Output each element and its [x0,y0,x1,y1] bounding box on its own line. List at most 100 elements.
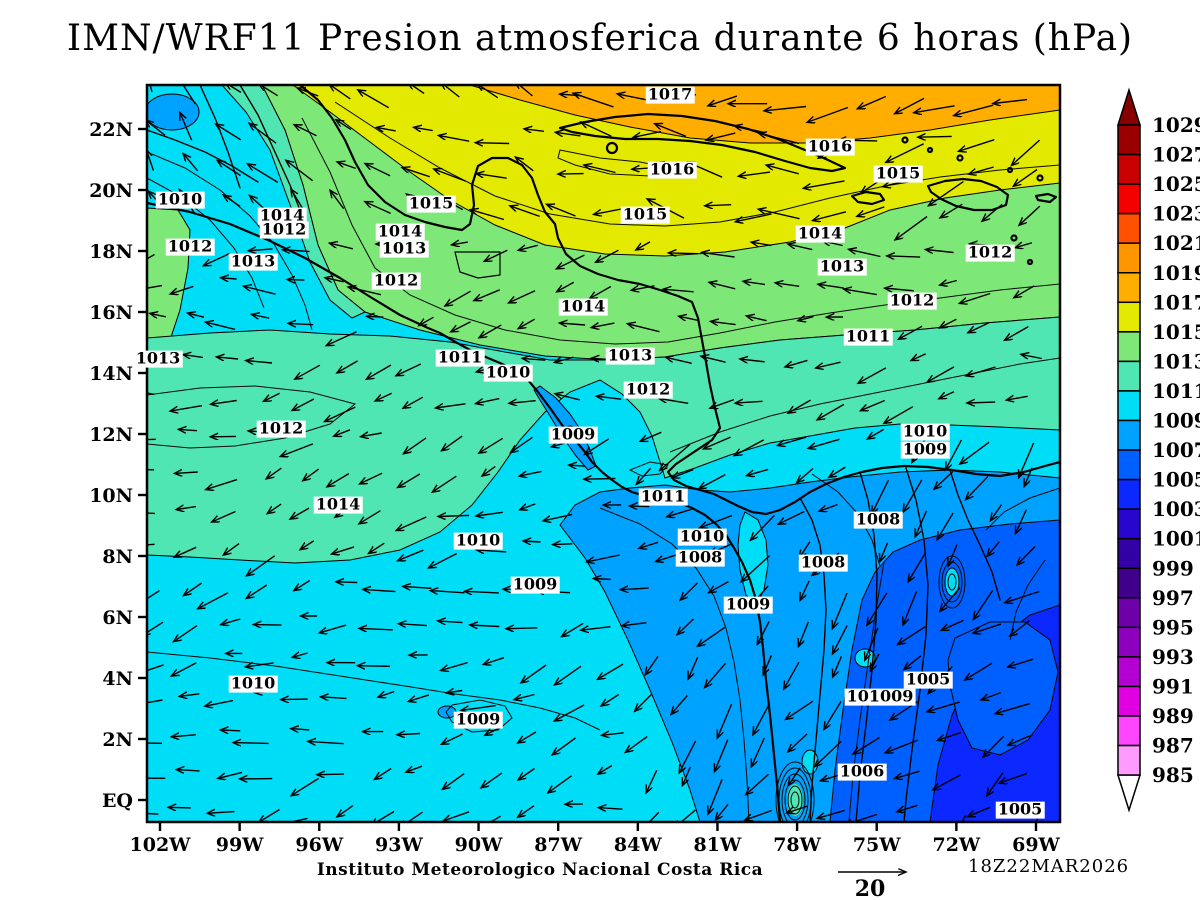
wind-arrow [429,552,458,569]
wind-arrow [584,479,616,480]
wind-arrow [981,691,1002,700]
y-axis-label: 14N [89,363,133,385]
wind-arrow [397,734,421,735]
wind-arrow [788,399,811,413]
wind-arrow [717,703,733,738]
wind-arrow [337,805,354,817]
x-axis-label: 69W [1012,834,1060,856]
wind-arrow [216,357,239,359]
wind-arrow [928,181,964,206]
wind-arrow [833,625,848,654]
wind-arrow [554,665,582,685]
y-axis-label: 16N [89,302,133,324]
wind-arrow [378,692,395,698]
wind-arrow [515,85,533,97]
wind-arrow [443,811,470,821]
wind-arrow [937,512,954,540]
wind-arrow [147,512,155,515]
wind-arrow [939,318,957,328]
wind-arrow [303,468,320,481]
wind-arrow [483,657,505,665]
wind-arrow [706,132,736,140]
wind-arrow [788,733,808,752]
wind-arrow [359,628,393,630]
wind-arrow [147,392,155,396]
colorbar-segment [1117,331,1141,363]
wind-arrow [290,507,310,519]
wind-arrow [803,180,845,188]
wind-arrow [149,85,153,93]
wind-arrow [334,429,351,436]
wind-arrow [764,105,807,111]
wind-arrow [398,473,421,488]
wind-arrow [590,285,612,299]
wind-arrow [885,288,914,291]
wind-arrow [587,554,620,562]
wind-arrow [325,278,344,282]
colorbar-label: 1007 [1152,438,1200,462]
wind-arrow [867,592,888,625]
wind-arrow [960,441,990,464]
wind-arrow [218,771,243,778]
wind-arrow [911,353,926,361]
wind-arrow [625,736,648,753]
wind-arrow [216,124,242,141]
wind-arrow [940,281,957,286]
wind-arrow [581,122,612,137]
wind-arrow [171,735,196,737]
colorbar-segment [1117,567,1141,599]
wind-arrow [555,394,581,401]
wind-arrow [813,211,847,221]
wind-arrow [741,555,770,582]
wind-arrow [945,439,963,470]
wind-arrow [360,472,383,484]
wind-arrow [660,443,691,471]
wind-arrow [514,695,535,700]
wind-arrow [147,699,163,704]
wind-arrow [573,93,614,108]
wind-arrow [829,466,846,477]
wind-arrow [680,582,698,600]
wind-arrow [990,504,1003,521]
wind-arrow [745,809,772,821]
wind-arrow [807,106,849,123]
wind-arrow [203,252,231,265]
wind-arrow [933,774,961,790]
wind-arrow [259,808,280,822]
colorbar-segment [1117,212,1141,244]
wind-arrow [414,127,433,130]
wind-arrow [674,809,696,822]
wind-arrow [973,590,994,620]
wind-arrow [336,120,352,131]
wind-arrow [519,471,542,476]
x-axis-label: 84W [614,834,662,856]
wind-arrow [948,544,958,566]
wind-arrow [819,503,838,512]
wind-arrow [297,88,319,97]
wind-arrow [885,739,919,753]
wind-arrow [398,624,427,626]
wind-reference-label: 20 [854,876,886,900]
wind-arrow [485,727,500,735]
wind-arrow [743,281,766,284]
wind-arrow [596,249,619,262]
wind-arrow [548,775,572,793]
wind-arrow [442,773,465,790]
wind-arrow [327,473,350,487]
wind-arrow [918,136,952,137]
wind-arrow [470,210,505,221]
wind-arrow [183,355,203,358]
wind-arrow [336,582,358,583]
wind-arrow [506,628,538,629]
wind-arrow [367,316,384,317]
wind-arrow [759,133,800,145]
blue-spot-pacific [437,705,457,719]
wind-arrow [1021,354,1042,358]
x-axis-label: 72W [932,834,980,856]
wind-arrow [798,621,810,647]
wind-arrow [326,331,357,346]
wind-arrow [635,694,652,712]
wind-arrow [248,249,273,251]
wind-arrow [857,95,887,109]
